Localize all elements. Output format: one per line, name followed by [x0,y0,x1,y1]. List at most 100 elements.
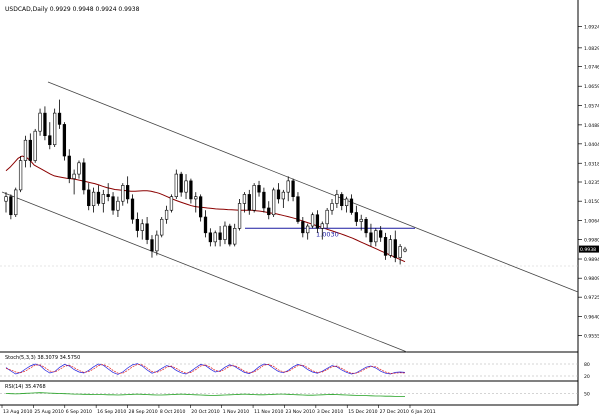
candle-bull [344,198,349,207]
price-tick-label: 1.0064 [584,219,599,225]
time-tick-label: 16 Sep 2010 [97,409,126,415]
candle-bear [28,139,32,161]
candle-bull [281,191,285,200]
candle-bear [203,216,208,234]
candle-bear [189,180,193,200]
time-tick-label: 28 Sep 2010 [129,409,158,415]
time-tick-label: 27 Dec 2010 [380,409,409,415]
candle-bull [237,203,242,229]
candle-bear [276,189,281,200]
candle-bear [67,155,71,179]
horizontal-level[interactable]: 1.0030 [245,227,415,238]
rsi-level-label: 50 [584,392,590,398]
candle-bear [369,232,373,243]
price-tick-label: 0.9725 [584,295,599,301]
candle-bull [403,248,407,252]
candle-bull [174,173,178,197]
stochastic-panel: 80 20 [0,362,590,380]
candle-bull [330,203,334,211]
candle-bear [296,196,300,222]
candle-bull [184,180,188,193]
time-tick-label: 20 Oct 2010 [191,409,219,415]
candle-bear [9,196,13,216]
candle-bull [101,194,105,204]
time-tick-label: 25 Aug 2010 [34,409,64,415]
candle-bull [23,139,28,161]
time-tick-label: 13 Aug 2010 [3,409,33,415]
main-chart-header: USDCAD,Daily 0.9929 0.9948 0.9924 0.9938 [5,6,140,13]
candle-bear [247,194,251,211]
channel-lower-line [1,191,408,353]
candle-bull [233,227,237,245]
price-tick-label: 1.0318 [584,161,599,167]
candle-bull [242,194,247,204]
price-tick-label: 0.9555 [584,334,599,340]
candle-bear [135,218,140,231]
channel-upper-line [47,81,579,293]
price-tick-label: 0.9894 [584,257,599,263]
candle-bull [359,218,363,222]
candle-bull [325,209,329,225]
time-tick-label: 15 Dec 2010 [348,409,377,415]
stoch-main-line [5,363,406,375]
candle-bear [43,112,47,137]
candle-bear [228,225,232,245]
candle-bear [257,185,261,193]
price-tick-label: 1.0404 [584,142,599,148]
candle-bull [398,246,402,258]
candle-bear [106,194,110,197]
time-tick-label: 1 Nov 2010 [223,409,250,415]
candle-bear [57,112,62,125]
candle-bear [393,239,397,258]
stoch-level-label: 20 [584,374,590,380]
candle-bear [111,196,115,211]
candle-bear [315,214,320,229]
candle-bull [18,160,23,191]
candle-bear [340,194,344,207]
rsi-line [5,392,406,397]
time-tick-label: 6 Sep 2010 [66,409,92,415]
candle-bull [286,180,290,193]
candle-bear [349,198,354,213]
candle-bull [310,214,315,227]
candle-bull [306,225,310,234]
candle-bull [33,130,37,161]
candle-bear [383,237,388,256]
stoch-header: Stoch(5,3,3) 38.3079 34.5750 [5,355,80,361]
current-price-marker: 0.9938 [579,245,599,253]
candle-bear [82,162,86,191]
candle-bear [130,198,135,220]
candle-bull [77,162,81,175]
candle-bear [301,221,305,234]
price-tick-label: 0.9640 [584,314,599,320]
candle-bear [198,196,203,218]
candle-bull [116,200,120,211]
candle-bull [121,185,125,202]
candle-bear [379,230,383,238]
price-tick-label: 1.0659 [584,84,599,90]
time-tick-label: 8 Oct 2010 [160,409,186,415]
candle-bull [53,112,57,146]
rsi-header: RSI(14) 35.4768 [5,384,46,390]
candle-bull [72,173,76,179]
candle-bull [164,209,169,220]
rsi-panel: 50 [0,392,590,398]
candle-bull [38,112,42,132]
price-tick-label: 1.0924 [584,24,599,30]
price-tick-label: 1.0235 [584,180,599,186]
price-tick-label: 1.0746 [584,65,599,71]
candle-bear [262,191,266,209]
stoch-level-label: 80 [584,362,590,368]
candle-bear [208,232,213,243]
time-tick-label: 11 Nov 2010 [254,409,283,415]
regression-channel[interactable] [1,81,579,353]
candle-bull [223,225,227,240]
candle-bull [335,194,339,204]
candle-bear [62,124,67,157]
candle-bear [87,189,91,207]
candle-bear [267,207,271,216]
candle-bear [96,191,101,204]
price-axis: 1.0924 1.0829 1.0746 1.0659 1.0574 1.0488 1.04… [578,24,599,340]
